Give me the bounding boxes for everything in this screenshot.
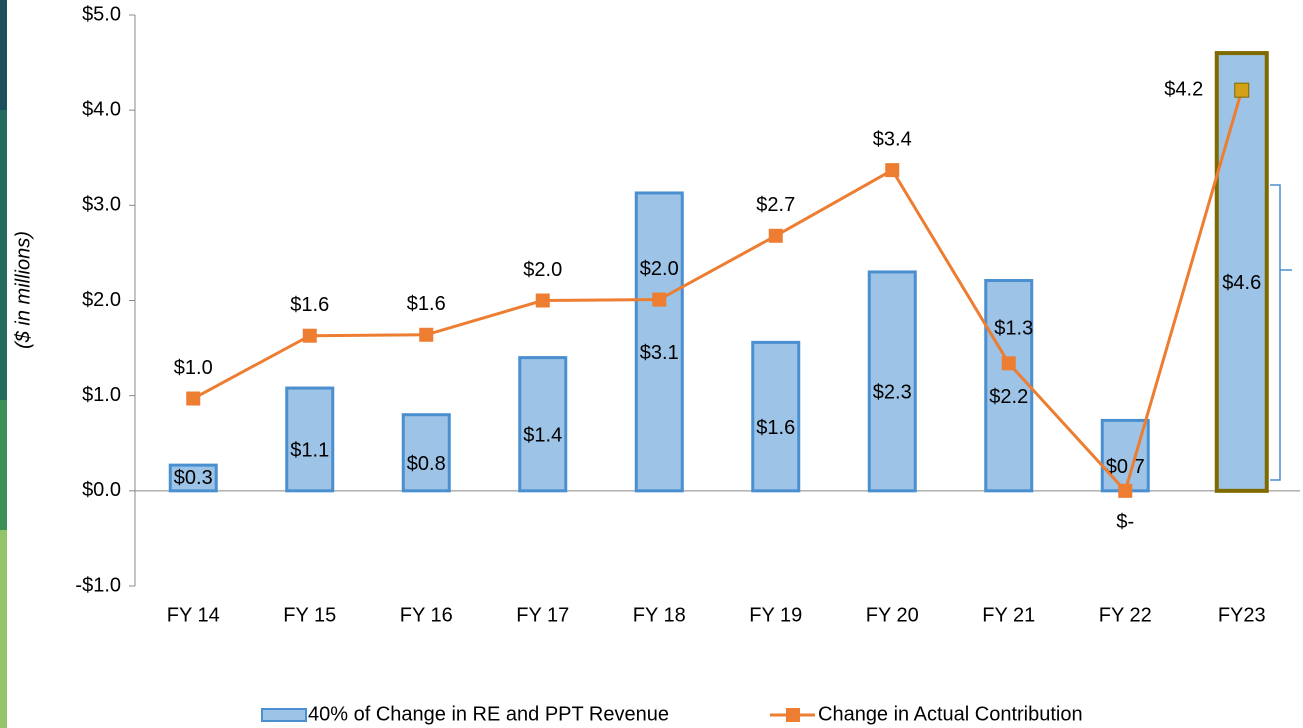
decor-strip: [0, 0, 7, 110]
line-marker: [885, 163, 900, 178]
decor-strip: [0, 110, 7, 400]
bar: [401, 413, 451, 493]
legend-swatch: [786, 708, 800, 722]
bar: [634, 191, 684, 493]
x-tick-label: FY 19: [749, 604, 802, 626]
bar-value-label: $0.3: [174, 467, 213, 489]
bar: [751, 340, 801, 493]
bar-value-label: $2.2: [989, 386, 1028, 408]
decor-strip: [0, 530, 7, 728]
y-tick-label: $2.0: [82, 289, 121, 311]
bar-value-label: $1.1: [290, 440, 329, 462]
line-value-label: $2.7: [756, 194, 795, 216]
line-marker: [535, 293, 550, 308]
bar: [168, 463, 218, 493]
legend-swatch: [261, 708, 307, 722]
y-tick-label: $4.0: [82, 98, 121, 120]
line-value-label: $1.3: [994, 318, 1033, 340]
x-tick-label: FY 17: [516, 604, 569, 626]
bar-value-label: $1.6: [756, 417, 795, 439]
x-tick-label: FY 14: [167, 604, 220, 626]
legend-label: Change in Actual Contribution: [818, 703, 1083, 725]
y-tick-label: -$1.0: [75, 574, 121, 596]
y-tick-label: $0.0: [82, 479, 121, 501]
line-value-label: $1.0: [174, 357, 213, 379]
bar-value-label: $2.3: [873, 382, 912, 404]
x-tick-label: FY 15: [283, 604, 336, 626]
decor-strip: [0, 400, 7, 530]
line-value-label: $4.2: [1164, 78, 1203, 100]
line: [192, 89, 1244, 494]
x-tick-label: FY 21: [982, 604, 1035, 626]
bar-value-label: $4.6: [1222, 272, 1261, 294]
line-marker: [768, 228, 783, 243]
line-value-label: $-: [1116, 511, 1134, 533]
line-marker: [1234, 82, 1250, 98]
bar: [867, 270, 917, 493]
bar: [518, 356, 568, 493]
bar-value-label: $3.1: [640, 342, 679, 364]
x-tick-label: FY23: [1218, 604, 1266, 626]
line-value-label: $1.6: [290, 294, 329, 316]
bracket: [1270, 184, 1292, 481]
line-marker: [302, 328, 317, 343]
line-value-label: $2.0: [523, 259, 562, 281]
y-tick-label: $3.0: [82, 194, 121, 216]
x-tick-label: FY 16: [400, 604, 453, 626]
bar: [984, 279, 1034, 493]
line-marker: [1001, 356, 1016, 371]
bar: [285, 386, 335, 493]
y-tick-label: $5.0: [82, 3, 121, 25]
x-tick-label: FY 18: [633, 604, 686, 626]
x-tick-label: FY 22: [1099, 604, 1152, 626]
line-value-label: $1.6: [407, 293, 446, 315]
bar-value-label: $1.4: [523, 424, 562, 446]
line-value-label: $3.4: [873, 128, 912, 150]
x-tick-label: FY 20: [866, 604, 919, 626]
line-marker: [186, 391, 201, 406]
bar-value-label: $0.8: [407, 453, 446, 475]
line-value-label: $2.0: [640, 258, 679, 280]
bar: [1100, 418, 1150, 493]
y-tick-label: $1.0: [82, 384, 121, 406]
line-marker: [652, 292, 667, 307]
line-marker: [419, 327, 434, 342]
y-axis-label: ($ in millions): [12, 231, 34, 349]
bar: [1214, 51, 1269, 493]
legend-label: 40% of Change in RE and PPT Revenue: [308, 703, 669, 725]
line-marker: [1118, 483, 1133, 498]
